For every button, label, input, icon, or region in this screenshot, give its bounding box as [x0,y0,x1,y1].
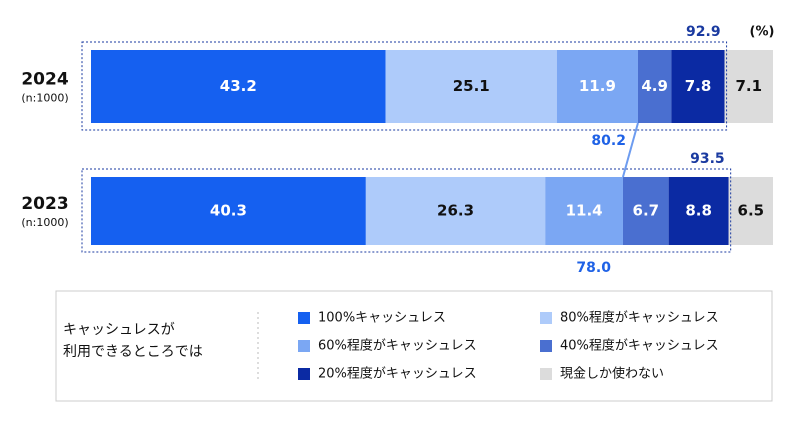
value-label: 7.8 [685,77,712,95]
bar-segment [671,50,725,123]
bar-segment [545,177,623,245]
bar-segment [724,50,773,123]
value-label: 25.1 [453,77,490,95]
legend-label: 40%程度がキャッシュレス [560,338,719,354]
bar-segment [385,50,557,123]
legend-label: 20%程度がキャッシュレス [318,366,477,382]
legend-box [55,290,773,402]
bar-segment [365,177,546,245]
value-label: 8.8 [685,202,712,220]
value-label: 6.5 [738,202,765,220]
bar-segment [622,177,669,245]
legend-label: 60%程度がキャッシュレス [318,338,477,354]
total-bracket [81,41,728,131]
legend-swatch [540,312,552,324]
legend-swatch [298,340,310,352]
value-label: 7.1 [735,77,762,95]
partial-label: 80.2 [591,133,626,149]
category-label: 2023 [21,194,68,214]
bar-segment [556,50,638,123]
category-note: (n:1000) [21,92,68,105]
value-label: 26.3 [437,202,474,220]
bar-segment [637,50,672,123]
legend-swatch [298,312,310,324]
value-label: 43.2 [220,77,257,95]
category-note: (n:1000) [21,216,68,229]
bar-segment [91,50,386,123]
value-label: 11.9 [579,77,616,95]
bar-segment [91,177,366,245]
value-label: 11.4 [566,202,603,220]
total-label: 93.5 [690,151,725,167]
legend-title: 利用できるところでは [63,344,203,360]
value-label: 40.3 [210,202,247,220]
partial-label: 78.0 [576,260,611,276]
value-label: 4.9 [641,77,668,95]
bar-segment [728,177,773,245]
total-bracket [81,168,732,253]
legend-label: 100%キャッシュレス [318,311,446,326]
legend-swatch [540,368,552,380]
legend-title: キャッシュレスが [63,322,175,338]
unit-label: (%) [750,25,775,40]
legend-swatch [540,340,552,352]
legend-label: 80%程度がキャッシュレス [560,310,719,326]
category-label: 2024 [21,70,68,90]
legend-swatch [298,368,310,380]
legend-label: 現金しか使わない [560,366,664,382]
total-label: 92.9 [686,24,721,40]
partial-connector [621,122,639,178]
value-label: 6.7 [633,202,660,220]
bar-segment [668,177,729,245]
